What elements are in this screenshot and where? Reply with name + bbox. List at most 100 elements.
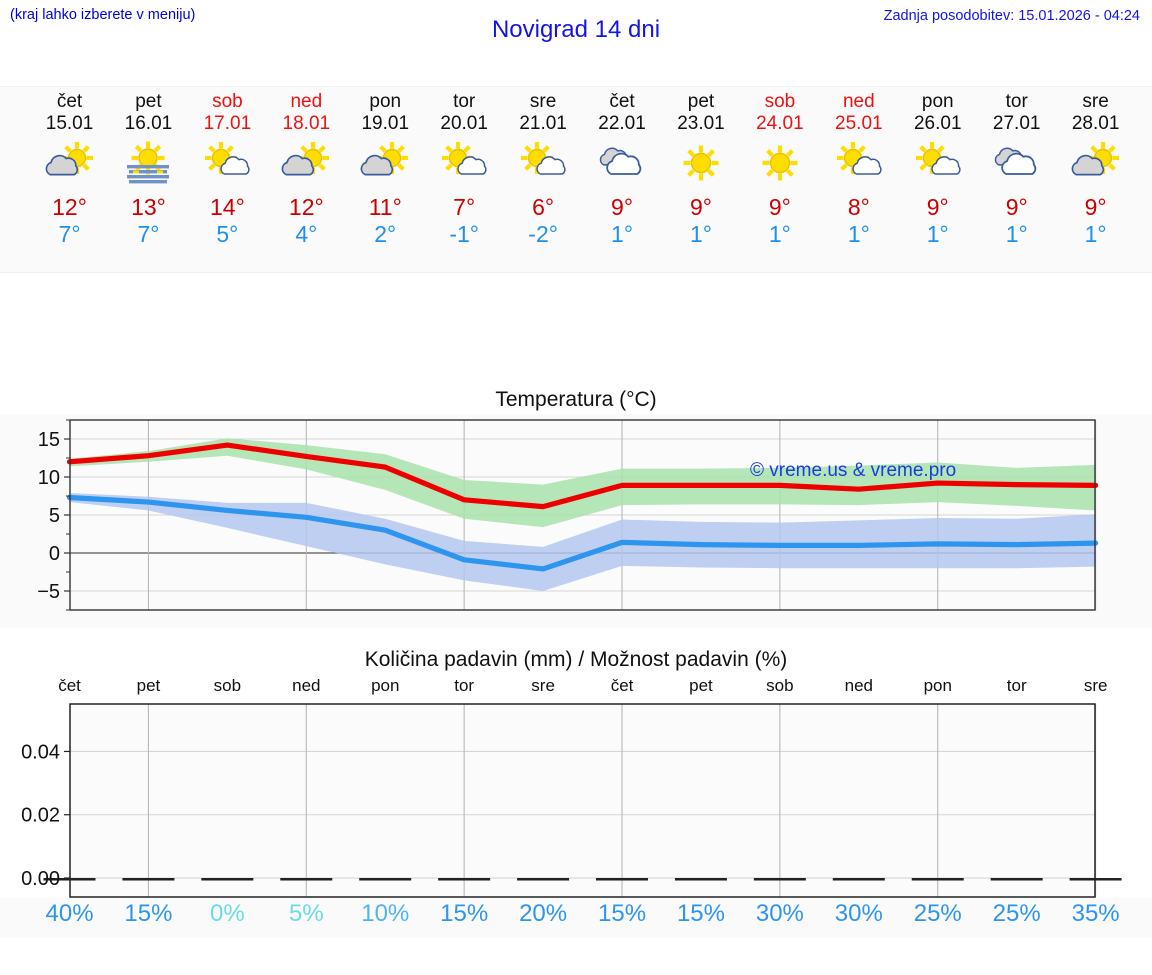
y-axis-label: 0	[49, 543, 60, 565]
precip-probability: 35%	[1071, 900, 1120, 927]
precip-bar	[674, 878, 727, 881]
precip-bar	[359, 878, 412, 881]
precip-day-label: sre	[531, 676, 555, 695]
precip-probability: 5%	[288, 900, 324, 927]
day-temp-min: 1°	[926, 221, 949, 247]
day-name: pon	[921, 91, 954, 112]
precip-probability: 20%	[519, 900, 568, 927]
sun-behind-cloud-icon	[346, 138, 425, 188]
day-column-15.01[interactable]: čet 15.01 12° 7°	[30, 87, 109, 272]
day-date: 27.01	[992, 113, 1041, 134]
day-column-22.01[interactable]: čet 22.01 9° 1°	[583, 87, 662, 272]
day-temp-min: 1°	[768, 221, 791, 247]
watermark: © vreme.us & vreme.pro	[750, 460, 956, 481]
day-column-21.01[interactable]: sre 21.01 6° -2°	[504, 87, 583, 272]
precip-probability: 15%	[440, 900, 489, 927]
day-column-23.01[interactable]: pet 23.01 9° 1°	[661, 87, 740, 272]
day-date: 18.01	[282, 113, 331, 134]
day-temp-min: 1°	[847, 221, 870, 247]
day-temp-max: 9°	[768, 194, 791, 220]
page-title: Novigrad 14 dni	[491, 16, 661, 43]
y-axis-label: 10	[38, 467, 60, 489]
temperature-chart-title: Temperatura (°C)	[495, 388, 657, 411]
precip-day-label: pon	[923, 676, 952, 695]
precip-day-label: ned	[292, 676, 321, 695]
day-date: 20.01	[440, 113, 488, 134]
precip-day-label: ned	[844, 676, 874, 695]
day-column-28.01[interactable]: sre 28.01 9° 1°	[1056, 87, 1135, 272]
day-column-18.01[interactable]: ned 18.01 12° 4°	[267, 87, 346, 272]
page-header: (kraj lahko izberete v meniju) Novigrad …	[0, 0, 1152, 46]
sun-small-cloud-icon	[819, 138, 898, 188]
day-name: sre	[529, 91, 557, 112]
precip-day-label: čet	[610, 676, 634, 695]
day-date: 15.01	[45, 113, 94, 134]
precip-bar	[832, 878, 885, 881]
sun-fog-icon	[109, 138, 188, 188]
day-column-27.01[interactable]: tor 27.01 9° 1°	[977, 87, 1056, 272]
y-axis-label: 5	[49, 505, 60, 527]
temperature-line	[66, 442, 1099, 510]
precip-probability: 25%	[913, 900, 962, 927]
day-name: sob	[212, 91, 243, 112]
day-temp-min: 1°	[1005, 221, 1028, 247]
precip-probability: 15%	[598, 900, 647, 927]
daily-forecast-strip: čet 15.01 12° 7° pet 16.01 13° 7° sob 17.01 14° 5° n…	[0, 86, 1152, 273]
precip-probability: 10%	[361, 900, 410, 927]
precip-probability: 0%	[210, 900, 245, 927]
precip-bar	[201, 878, 254, 881]
y-axis-label: 0.04	[21, 741, 60, 763]
precip-bar	[280, 878, 333, 881]
sun-behind-cloud-icon	[1056, 138, 1135, 188]
day-temp-min: 7°	[137, 221, 160, 247]
precip-bar	[753, 878, 806, 881]
sun-small-cloud-icon	[504, 138, 583, 188]
precip-day-label: pon	[371, 676, 400, 695]
precipitation-chart: 0.00 0.02 0.04	[21, 703, 1122, 898]
precip-probability: 15%	[124, 900, 173, 927]
day-column-19.01[interactable]: pon 19.01 11° 2°	[346, 87, 425, 272]
day-temp-max: 12°	[288, 194, 324, 220]
precip-bar	[438, 878, 491, 881]
precip-bar	[122, 878, 175, 881]
sun-small-cloud-icon	[898, 138, 977, 188]
day-date: 19.01	[361, 113, 410, 134]
day-column-20.01[interactable]: tor 20.01 7° -1°	[425, 87, 504, 272]
day-column-25.01[interactable]: ned 25.01 8° 1°	[819, 87, 898, 272]
day-date: 23.01	[677, 113, 725, 134]
day-temp-max: 9°	[611, 194, 634, 220]
sun-icon	[661, 138, 740, 188]
day-date: 24.01	[756, 113, 804, 134]
day-date: 25.01	[835, 113, 883, 134]
day-temp-min: 1°	[611, 221, 634, 247]
precip-bar	[596, 878, 649, 881]
day-temp-min: 4°	[295, 221, 318, 247]
day-temp-max: 11°	[368, 194, 402, 220]
day-temp-max: 8°	[847, 194, 870, 220]
sun-small-cloud-icon	[425, 138, 504, 188]
temperature-chart: 15 10 5 0 −5 © vreme.us & vreme.pro	[37, 419, 1099, 611]
precip-day-label: pet	[136, 676, 161, 695]
menu-hint-text: (kraj lahko izberete v meniju)	[10, 7, 196, 23]
day-temp-max: 9°	[689, 194, 712, 220]
day-column-17.01[interactable]: sob 17.01 14° 5°	[188, 87, 267, 272]
day-name: tor	[1005, 91, 1028, 112]
sun-small-cloud-icon	[188, 138, 267, 188]
day-name: tor	[453, 91, 476, 112]
precip-probability: 25%	[992, 900, 1041, 927]
sun-icon	[740, 138, 819, 188]
precip-day-label: sob	[766, 676, 794, 695]
day-temp-min: 1°	[689, 221, 712, 247]
day-name: pet	[687, 91, 715, 112]
day-temp-min: 7°	[58, 221, 81, 247]
day-temp-max: 9°	[926, 194, 949, 220]
precipitation-chart-title: Količina padavin (mm) / Možnost padavin …	[364, 648, 788, 671]
day-temp-max: 7°	[453, 194, 476, 220]
day-column-24.01[interactable]: sob 24.01 9° 1°	[740, 87, 819, 272]
day-column-26.01[interactable]: pon 26.01 9° 1°	[898, 87, 977, 272]
day-date: 21.01	[519, 113, 567, 134]
day-temp-min: -2°	[528, 221, 558, 247]
precip-day-label: sre	[1083, 676, 1108, 695]
day-date: 17.01	[203, 113, 252, 134]
day-column-16.01[interactable]: pet 16.01 13° 7°	[109, 87, 188, 272]
